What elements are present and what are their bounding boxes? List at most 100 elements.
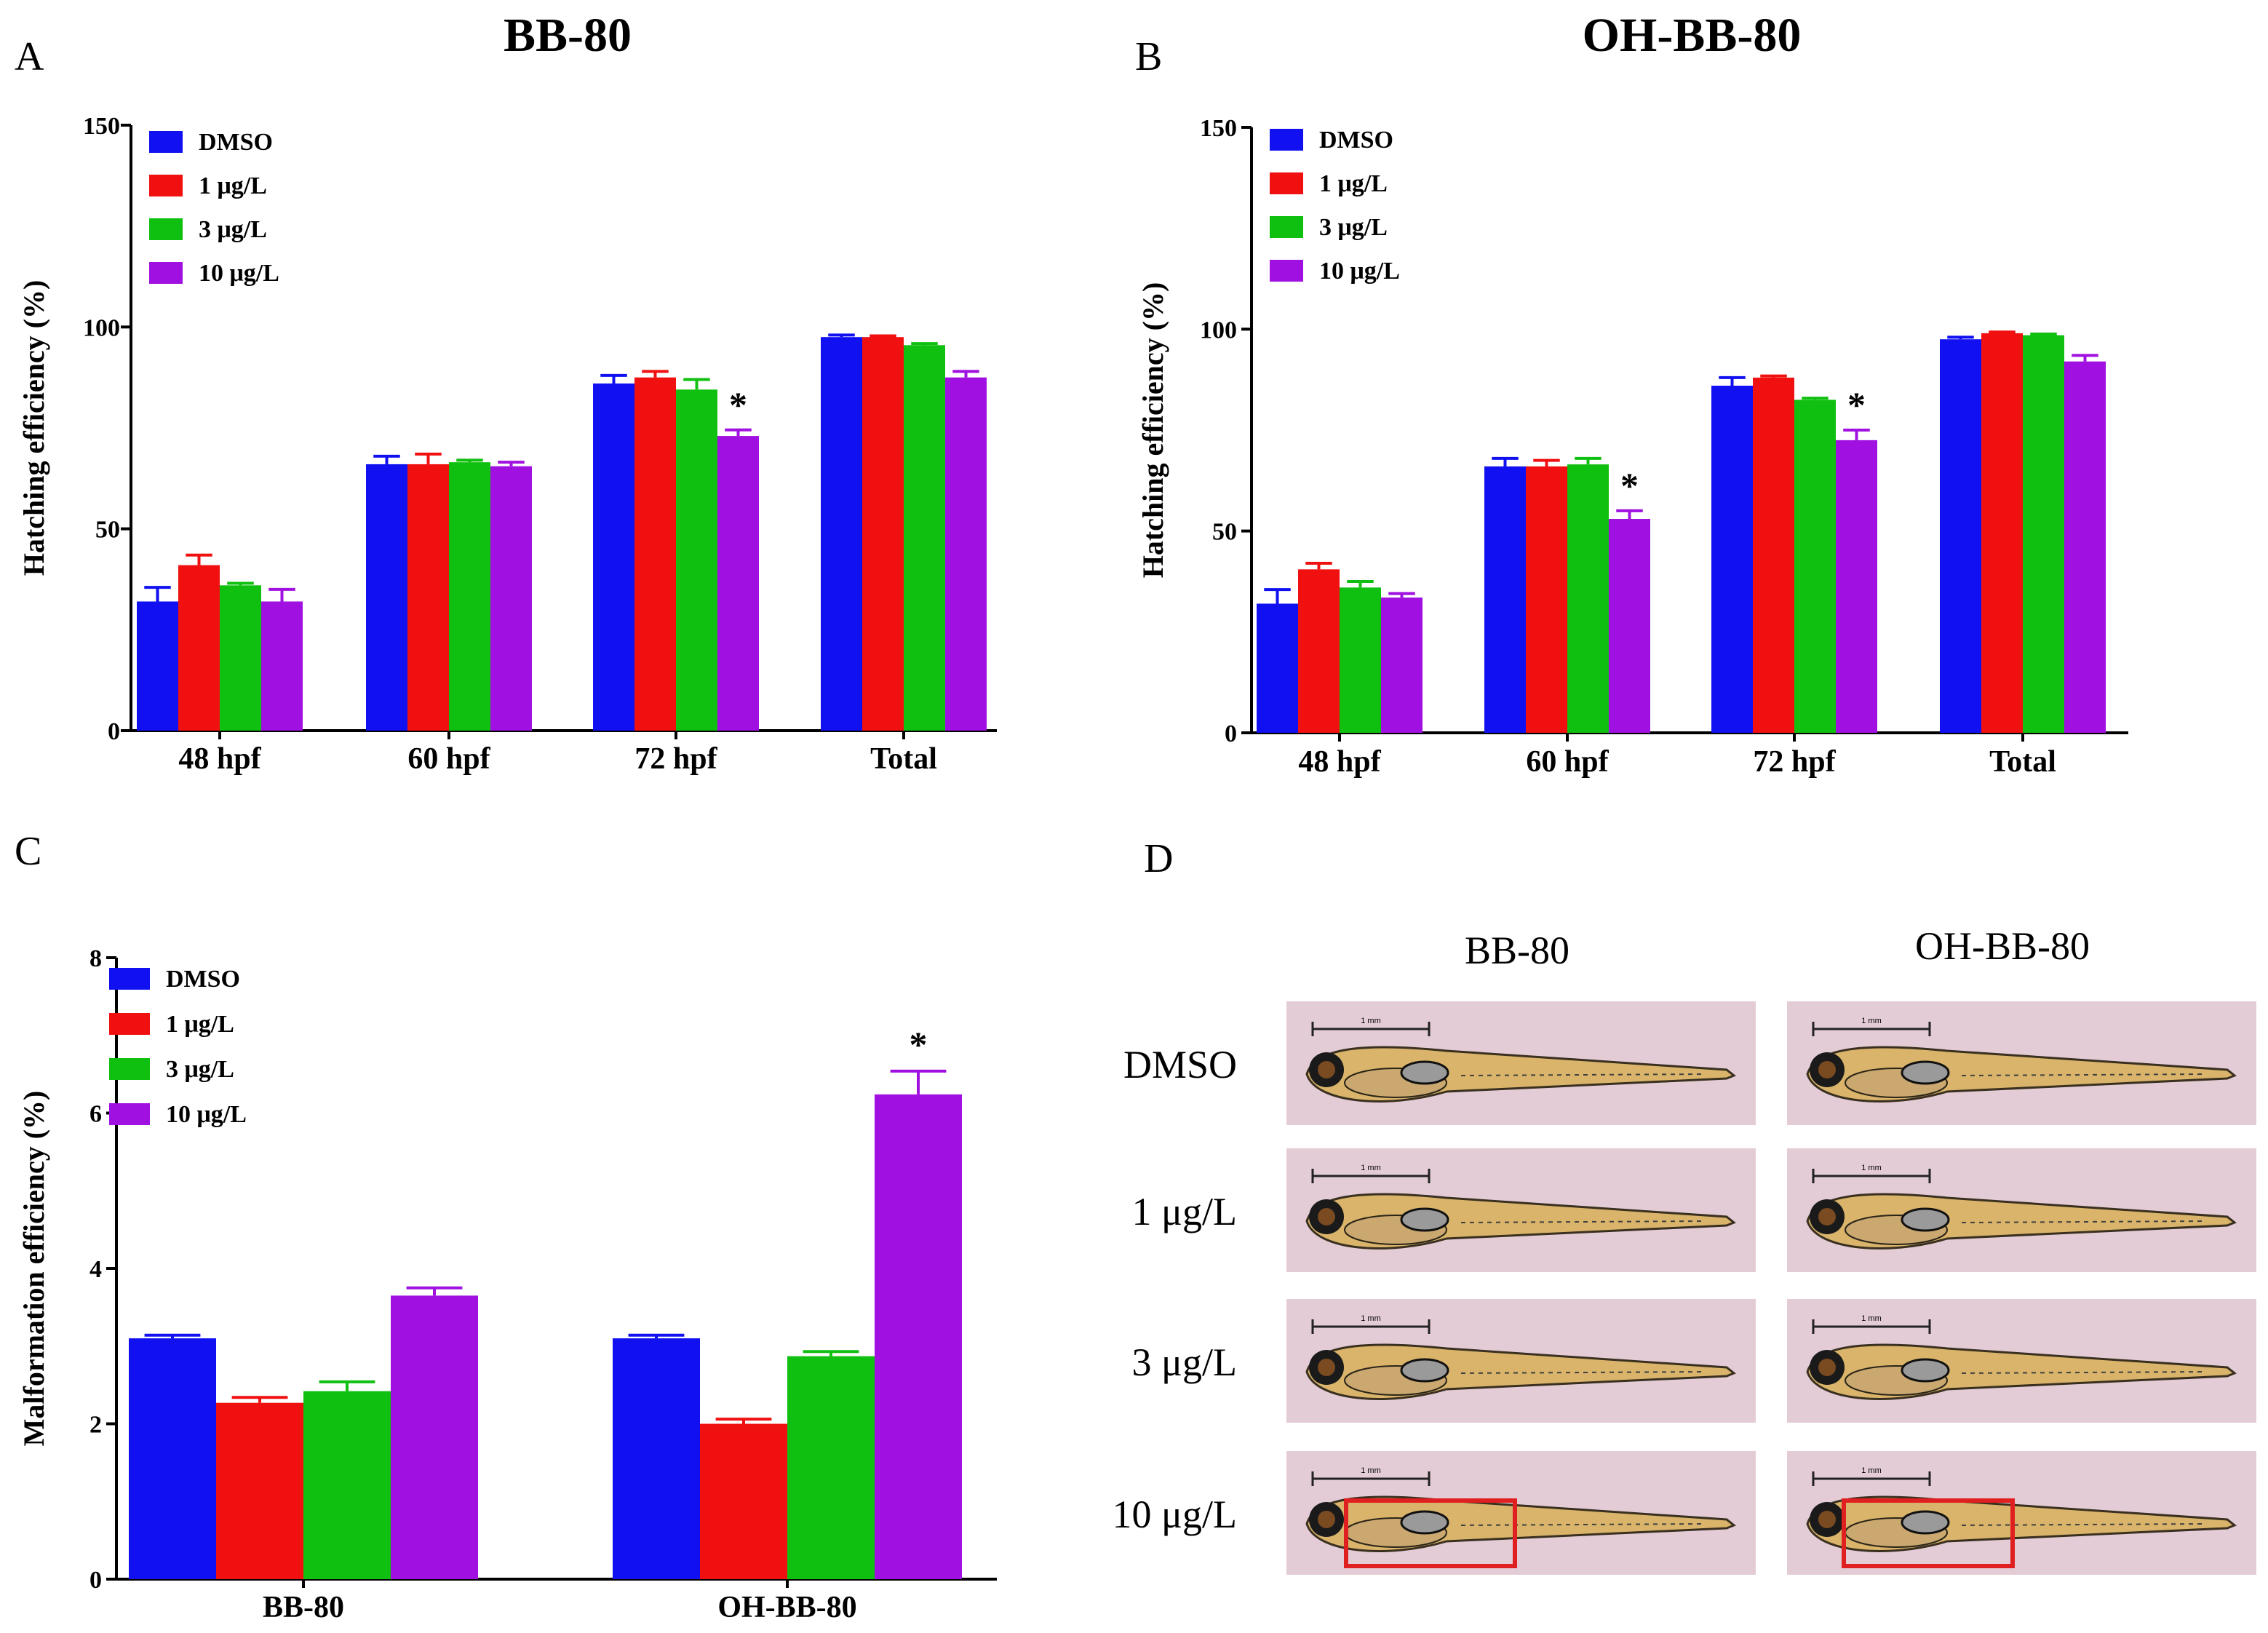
scale-bar-label: 1 mm xyxy=(1861,1466,1882,1475)
legend-swatch xyxy=(1270,216,1303,238)
bar-total-series-0 xyxy=(1940,339,1981,733)
legend-swatch xyxy=(109,968,150,990)
scale-bar-label: 1 mm xyxy=(1361,1164,1381,1172)
x-category-label: 72 hpf xyxy=(634,742,717,776)
pigment-line xyxy=(1961,1073,2206,1076)
scale-bar-label: 1 mm xyxy=(1861,1164,1882,1172)
bar-60-hpf-series-0 xyxy=(366,464,407,731)
swim-bladder-icon xyxy=(1901,1060,1950,1085)
legend-label: 10 μg/L xyxy=(166,1101,247,1128)
swim-bladder-icon xyxy=(1400,1060,1449,1085)
bar-72-hpf-series-2 xyxy=(1794,400,1836,733)
larva-pupil-icon xyxy=(1318,1511,1335,1528)
significance-star: * xyxy=(1620,465,1639,506)
row-label: 3 μg/L xyxy=(1132,1340,1237,1384)
legend-swatch xyxy=(149,218,183,240)
bar-60-hpf-series-3 xyxy=(490,466,532,731)
bar-total-series-0 xyxy=(821,337,862,731)
panel-label-a: A xyxy=(15,34,44,79)
swim-bladder-icon xyxy=(1400,1510,1449,1535)
pigment-line xyxy=(1961,1523,2206,1526)
pigment-line xyxy=(1961,1220,2206,1223)
bar-oh-bb-80-series-3 xyxy=(875,1094,962,1579)
larva-pupil-icon xyxy=(1318,1061,1335,1078)
scale-bar-label: 1 mm xyxy=(1861,1017,1882,1025)
legend-swatch xyxy=(1270,129,1303,151)
panel-label-b: B xyxy=(1135,34,1162,79)
bar-72-hpf-series-0 xyxy=(1711,385,1753,733)
y-tick-label: 8 xyxy=(89,945,102,972)
swim-bladder-icon xyxy=(1901,1358,1950,1383)
bar-total-series-1 xyxy=(1981,333,2023,733)
column-header: OH-BB-80 xyxy=(1915,924,2090,968)
larva-pupil-icon xyxy=(1818,1061,1836,1078)
legend-label: 3 μg/L xyxy=(199,216,267,243)
legend-label: DMSO xyxy=(1319,127,1393,154)
y-axis-title: Hatching efficiency (%) xyxy=(17,280,50,576)
legend-swatch xyxy=(109,1103,150,1125)
legend-swatch xyxy=(109,1013,150,1035)
legend-swatch xyxy=(149,131,183,153)
bar-bb-80-series-2 xyxy=(303,1391,391,1579)
bar-48-hpf-series-3 xyxy=(261,601,303,731)
bar-72-hpf-series-1 xyxy=(1753,377,1794,733)
y-tick-label: 0 xyxy=(108,718,120,745)
x-category-label: 72 hpf xyxy=(1753,745,1836,779)
larva-pupil-icon xyxy=(1318,1208,1335,1225)
pigment-line xyxy=(1460,1073,1706,1076)
y-tick-label: 150 xyxy=(83,113,120,140)
larva-pupil-icon xyxy=(1318,1359,1335,1376)
pigment-line xyxy=(1961,1371,2206,1374)
legend-label: 1 μg/L xyxy=(199,172,267,199)
panel-d-larvae-images: BB-80 OH-BB-80 DMSO 1 mm 1 mm 1 μg/L 1 mm 1 mm 3… xyxy=(1113,924,2256,1575)
malformation-highlight-box xyxy=(1842,1498,2015,1568)
larva-pupil-icon xyxy=(1818,1511,1836,1528)
panel-label-d: D xyxy=(1144,836,1173,881)
y-tick-label: 50 xyxy=(95,517,120,544)
bar-total-series-2 xyxy=(2023,335,2064,733)
y-axis-title: Malformation efficiency (%) xyxy=(17,1091,50,1447)
bar-48-hpf-series-1 xyxy=(1298,569,1340,733)
bar-72-hpf-series-1 xyxy=(634,377,676,731)
bar-bb-80-series-3 xyxy=(391,1295,478,1579)
malformation-highlight-box xyxy=(1344,1498,1517,1568)
bar-72-hpf-series-3 xyxy=(1836,440,1877,733)
y-tick-label: 0 xyxy=(1225,720,1237,747)
bar-60-hpf-series-2 xyxy=(1567,464,1609,733)
significance-star: * xyxy=(910,1024,928,1065)
bar-total-series-1 xyxy=(862,337,904,731)
chart-c-malformation: Malformation efficiency (%) 0 2 4 6 8 BB-80 OH-… xyxy=(17,945,997,1624)
swim-bladder-icon xyxy=(1400,1207,1449,1232)
bar-total-series-3 xyxy=(2064,361,2106,733)
legend-swatch xyxy=(109,1058,150,1080)
swim-bladder-icon xyxy=(1901,1207,1950,1232)
x-category-label: Total xyxy=(1989,745,2056,779)
x-category-label: Total xyxy=(870,742,937,776)
y-tick-label: 2 xyxy=(89,1412,102,1439)
bar-60-hpf-series-1 xyxy=(407,464,449,731)
row-label: DMSO xyxy=(1123,1043,1237,1086)
significance-star: * xyxy=(729,384,747,425)
bar-60-hpf-series-3 xyxy=(1609,519,1650,733)
y-axis-title: Hatching efficiency (%) xyxy=(1137,282,1169,579)
x-category-label: 60 hpf xyxy=(407,742,490,776)
bar-48-hpf-series-0 xyxy=(137,601,178,731)
column-header: BB-80 xyxy=(1465,929,1569,972)
legend-label: 10 μg/L xyxy=(199,260,279,287)
x-category-label: OH-BB-80 xyxy=(717,1591,856,1624)
bar-48-hpf-series-0 xyxy=(1257,603,1298,733)
bar-bb-80-series-1 xyxy=(216,1402,303,1579)
row-label: 10 μg/L xyxy=(1113,1493,1237,1536)
y-tick-label: 0 xyxy=(89,1567,102,1594)
swim-bladder-icon xyxy=(1400,1358,1449,1383)
bar-60-hpf-series-2 xyxy=(449,462,490,731)
bar-total-series-2 xyxy=(904,345,945,731)
bar-60-hpf-series-0 xyxy=(1484,466,1526,733)
chart-title: BB-80 xyxy=(504,9,632,62)
y-tick-label: 6 xyxy=(89,1101,102,1128)
scale-bar-label: 1 mm xyxy=(1861,1314,1882,1323)
pigment-line xyxy=(1460,1220,1706,1223)
legend-label: 10 μg/L xyxy=(1319,258,1400,285)
bar-60-hpf-series-1 xyxy=(1526,466,1567,733)
